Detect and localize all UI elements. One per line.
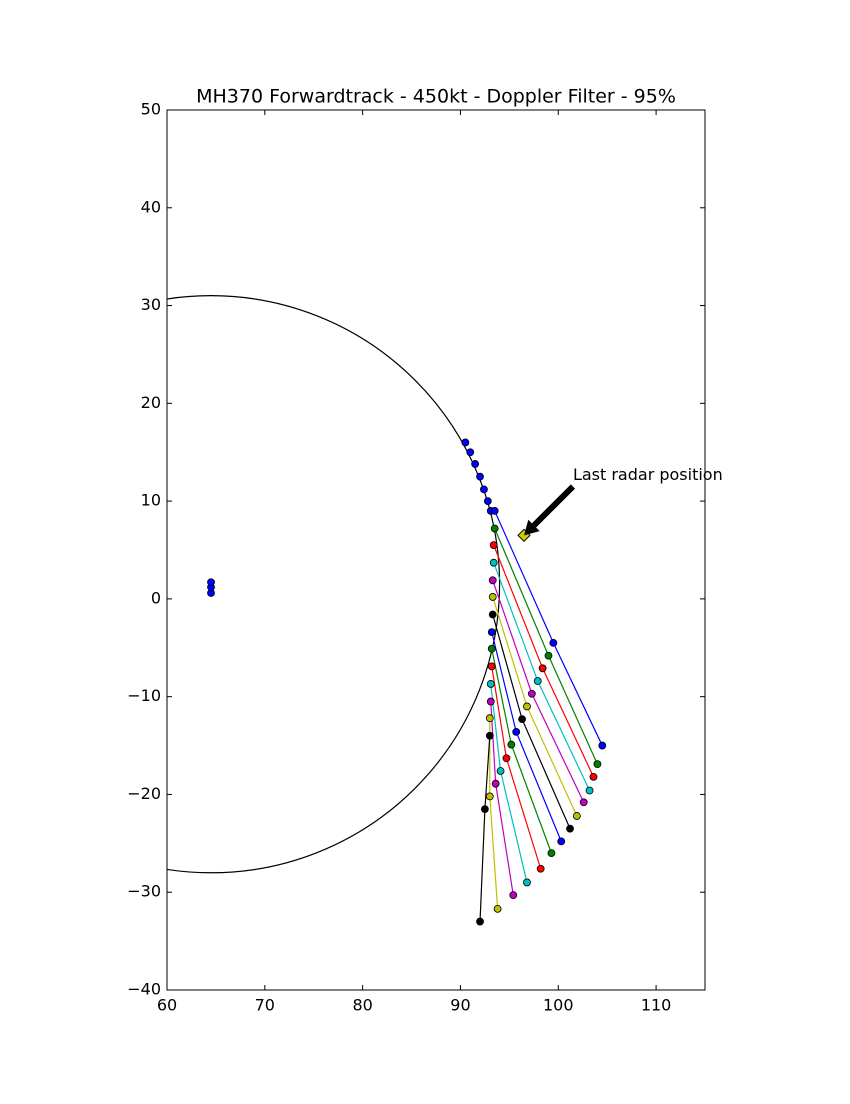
y-tick-label: 50 (141, 100, 161, 119)
point (579, 798, 588, 807)
annotation-arrow (524, 484, 576, 536)
point (481, 805, 489, 814)
y-tick-label: 10 (141, 491, 161, 510)
point (593, 760, 602, 769)
y-tick-label: 0 (151, 588, 161, 607)
point (207, 578, 215, 587)
point (488, 610, 497, 619)
point (512, 727, 521, 736)
point (533, 677, 542, 685)
point (480, 485, 488, 494)
x-tick-label: 80 (352, 996, 372, 1015)
plot-area (167, 295, 607, 926)
y-tick-label: −20 (127, 784, 161, 803)
point (487, 628, 496, 637)
point (483, 497, 492, 506)
point (527, 689, 536, 698)
point (485, 792, 494, 801)
point (536, 864, 545, 873)
point (549, 638, 558, 647)
point (486, 680, 495, 688)
y-tick-label: −30 (127, 882, 161, 901)
point (487, 644, 496, 653)
y-tick-label: 20 (141, 393, 161, 412)
y-tick-label: 40 (141, 197, 161, 216)
annotation-text: Last radar position (573, 465, 723, 484)
x-tick-label: 60 (157, 996, 177, 1015)
point (489, 558, 498, 567)
x-tick-label: 70 (255, 996, 275, 1015)
point (496, 767, 505, 775)
point (487, 662, 496, 671)
y-tick-label: −40 (127, 980, 161, 999)
point (557, 837, 566, 846)
arrow-shape (524, 484, 576, 536)
point (585, 786, 594, 795)
x-tick-label: 90 (450, 996, 470, 1015)
y-tick-label: −10 (127, 686, 161, 705)
point (471, 460, 480, 468)
point (502, 754, 511, 763)
point (488, 593, 497, 601)
point (493, 904, 502, 913)
point (489, 541, 498, 550)
point (476, 917, 484, 926)
range-circle (167, 295, 501, 874)
y-tick-label: 30 (141, 295, 161, 314)
point (490, 506, 499, 515)
point (491, 779, 500, 788)
point (523, 878, 531, 887)
point (485, 731, 494, 740)
point (507, 740, 516, 749)
point (523, 702, 531, 711)
point (486, 697, 495, 706)
point (461, 438, 470, 447)
plot-frame (166, 109, 706, 991)
point (598, 741, 607, 750)
point (572, 812, 581, 820)
point (490, 524, 499, 533)
point (488, 576, 497, 585)
point (547, 849, 556, 858)
chart-title: MH370 Forwardtrack - 450kt - Doppler Fil… (196, 86, 676, 108)
point (518, 715, 526, 724)
point (589, 772, 598, 781)
point (509, 891, 518, 900)
point (566, 824, 574, 833)
x-tick-label: 100 (543, 996, 574, 1015)
point (466, 448, 475, 457)
point (544, 651, 553, 660)
point (538, 664, 547, 673)
x-tick-label: 110 (641, 996, 672, 1015)
point (476, 472, 484, 481)
point (485, 714, 494, 723)
